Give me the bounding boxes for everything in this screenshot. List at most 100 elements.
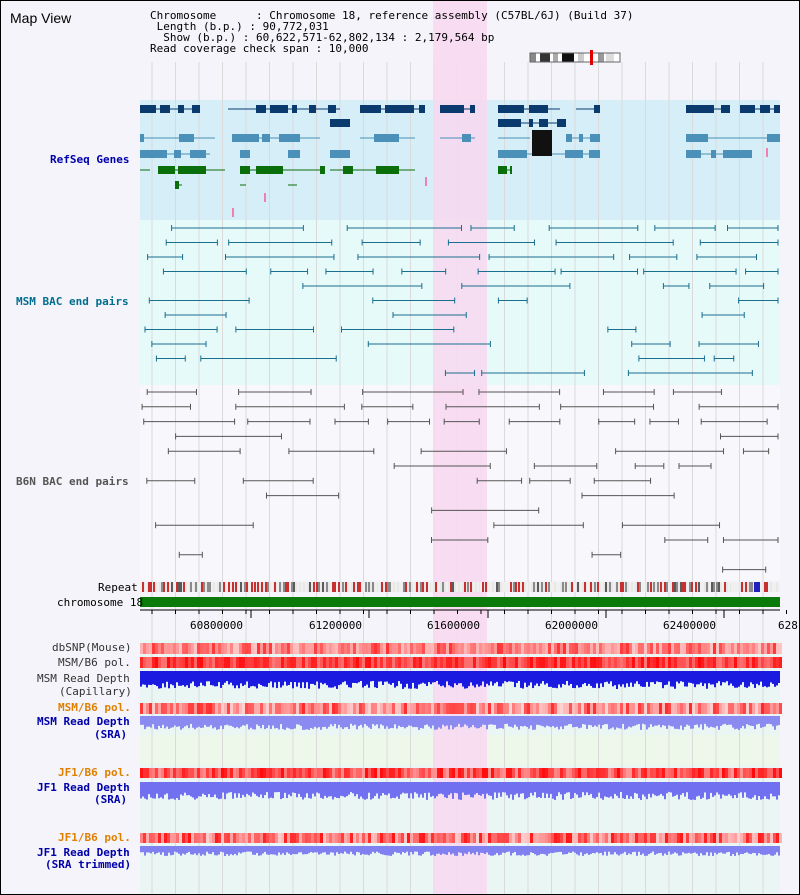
repeat-element bbox=[768, 582, 770, 592]
ideogram-band bbox=[562, 53, 574, 62]
jf1-depth-sra-label-1[interactable]: JF1 Read Depth bbox=[37, 781, 130, 794]
jf1-depth-trim-bar bbox=[602, 846, 604, 856]
jf1-depth-sra-bar bbox=[434, 782, 436, 799]
jf1-depth-sra-bar bbox=[622, 782, 624, 799]
repeat-label[interactable]: Repeat bbox=[98, 581, 138, 594]
msm-depth-cap-bar bbox=[474, 671, 476, 688]
msm-depth-sra-bar bbox=[272, 716, 274, 726]
msm-depth-cap-bar bbox=[150, 671, 152, 686]
msm-b6-pol-cell bbox=[575, 703, 578, 714]
jf1-depth-trim-bar bbox=[396, 846, 398, 853]
jf1-depth-sra-bar bbox=[524, 782, 526, 800]
msm-bac-label[interactable]: MSM BAC end pairs bbox=[16, 295, 129, 308]
jf1-depth-sra-bar bbox=[614, 782, 616, 794]
repeat-element bbox=[426, 582, 428, 592]
msm-b6-pol-cell bbox=[689, 657, 692, 668]
repeat-element bbox=[580, 582, 582, 592]
dbsnp-cell bbox=[338, 643, 341, 654]
repeat-element bbox=[713, 582, 715, 592]
jf1-b6-pol-cell bbox=[221, 833, 224, 843]
msm-b6-pol-cell bbox=[407, 657, 410, 668]
jf1-depth-sra-bar bbox=[454, 782, 456, 793]
msm-depth-cap-bar bbox=[358, 671, 360, 683]
msm-depth-cap-bar bbox=[488, 671, 490, 686]
jf1-depth-sra-bar bbox=[304, 782, 306, 798]
jf1-depth-trim-bar bbox=[524, 846, 526, 856]
gene-exon bbox=[376, 166, 399, 174]
msm-depth-sra-label-1[interactable]: MSM Read Depth bbox=[37, 715, 130, 728]
jf1-b6-pol-cell bbox=[197, 768, 200, 778]
msm-depth-cap-label-1[interactable]: MSM Read Depth bbox=[37, 672, 130, 685]
msm-depth-cap-bar bbox=[336, 671, 338, 689]
jf1-depth-sra-bar bbox=[778, 782, 780, 796]
msm-b6-pol-cell bbox=[362, 657, 365, 668]
msm-depth-sra-bar bbox=[698, 716, 700, 728]
msm-b6-pol-cell bbox=[584, 657, 587, 668]
jf1-depth-trim-bar bbox=[246, 846, 248, 852]
jf1-depth-trim-label-1[interactable]: JF1 Read Depth bbox=[37, 846, 130, 859]
jf1-b6-pol-cell bbox=[749, 833, 752, 843]
jf1-b6-pol-label-2[interactable]: JF1/B6 pol. bbox=[58, 831, 131, 844]
jf1-b6-pol-cell bbox=[638, 768, 641, 778]
msm-depth-cap-bar bbox=[222, 671, 224, 685]
msm-b6-pol-cell bbox=[185, 657, 188, 668]
msm-b6-pol-label-1[interactable]: MSM/B6 pol. bbox=[58, 656, 131, 669]
jf1-depth-sra-bar bbox=[388, 782, 390, 794]
jf1-depth-sra-bar bbox=[332, 782, 334, 800]
repeat-element bbox=[590, 582, 592, 592]
dbsnp-cell bbox=[596, 643, 599, 654]
jf1-depth-sra-bar bbox=[458, 782, 460, 800]
msm-depth-sra-bar bbox=[308, 716, 310, 730]
gene-exon bbox=[240, 150, 250, 158]
msm-b6-pol-cell bbox=[680, 657, 683, 668]
msm-b6-pol-cell bbox=[368, 657, 371, 668]
repeat-element bbox=[629, 582, 631, 592]
jf1-depth-trim-bar bbox=[482, 846, 484, 853]
msm-depth-sra-bar bbox=[718, 716, 720, 730]
jf1-depth-trim-bar bbox=[380, 846, 382, 855]
jf1-depth-sra-bar bbox=[196, 782, 198, 799]
msm-b6-pol-cell bbox=[347, 657, 350, 668]
msm-depth-sra-bar bbox=[708, 716, 710, 728]
msm-b6-pol-cell bbox=[578, 657, 581, 668]
msm-b6-pol-cell bbox=[404, 657, 407, 668]
jf1-b6-pol-cell bbox=[164, 833, 167, 843]
gene-exon bbox=[174, 150, 181, 158]
jf1-b6-pol-cell bbox=[170, 768, 173, 778]
msm-depth-sra-bar bbox=[766, 716, 768, 724]
jf1-b6-pol-cell bbox=[356, 768, 359, 778]
msm-b6-pol-cell bbox=[491, 657, 494, 668]
msm-depth-cap-bar bbox=[758, 671, 760, 686]
msm-b6-pol-cell bbox=[554, 703, 557, 714]
msm-b6-pol-cell bbox=[611, 703, 614, 714]
repeat-element bbox=[693, 582, 695, 592]
jf1-depth-trim-bar bbox=[162, 846, 164, 853]
jf1-depth-trim-bar bbox=[620, 846, 622, 855]
repeat-element bbox=[267, 582, 269, 592]
msm-depth-sra-bar bbox=[540, 716, 542, 726]
msm-b6-pol-label-2[interactable]: MSM/B6 pol. bbox=[58, 701, 131, 714]
jf1-depth-sra-bar bbox=[346, 782, 348, 797]
msm-b6-pol-cell bbox=[710, 657, 713, 668]
msm-b6-pol-cell bbox=[317, 703, 320, 714]
jf1-b6-pol-cell bbox=[263, 768, 266, 778]
msm-depth-sra-bar bbox=[404, 716, 406, 729]
msm-b6-pol-cell bbox=[326, 703, 329, 714]
b6n-bac-label[interactable]: B6N BAC end pairs bbox=[16, 475, 129, 488]
jf1-b6-pol-cell bbox=[314, 833, 317, 843]
repeat-element bbox=[187, 582, 189, 592]
jf1-depth-sra-bar bbox=[324, 782, 326, 796]
jf1-depth-trim-bar bbox=[362, 846, 364, 854]
msm-depth-cap-bar bbox=[672, 671, 674, 687]
jf1-b6-pol-label-1[interactable]: JF1/B6 pol. bbox=[58, 766, 131, 779]
msm-depth-cap-bar bbox=[332, 671, 334, 688]
msm-depth-cap-bar bbox=[184, 671, 186, 687]
msm-depth-cap-bar bbox=[624, 671, 626, 688]
refseq-genes-label[interactable]: RefSeq Genes bbox=[50, 153, 130, 166]
jf1-b6-pol-cell bbox=[230, 768, 233, 778]
msm-depth-sra-bar bbox=[440, 716, 442, 729]
chromosome-label[interactable]: chromosome 18 bbox=[57, 596, 144, 609]
dbsnp-label[interactable]: dbSNP(Mouse) bbox=[52, 641, 132, 654]
msm-b6-pol-cell bbox=[722, 657, 725, 668]
